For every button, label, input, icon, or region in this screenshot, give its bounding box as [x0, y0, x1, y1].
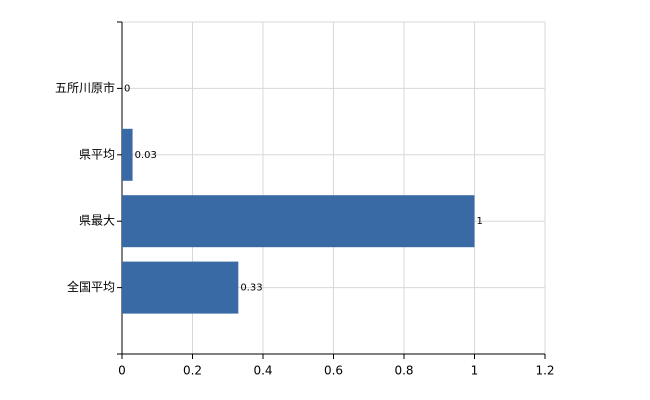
y-tick-label: 県平均 — [79, 147, 115, 161]
y-tick-label: 県最大 — [79, 214, 115, 228]
bar — [122, 261, 239, 314]
value-label: 1 — [477, 216, 483, 227]
x-tick-label: 0.8 — [394, 364, 413, 378]
y-tick-label: 五所川原市 — [55, 80, 115, 95]
value-label: 0.03 — [135, 150, 157, 161]
x-tick-label: 1 — [471, 364, 479, 378]
x-tick-label: 0 — [118, 364, 126, 378]
value-label: 0.33 — [240, 283, 262, 294]
x-tick-label: 0.6 — [324, 364, 343, 378]
y-tick-label: 全国平均 — [67, 279, 115, 294]
bar — [122, 195, 475, 248]
x-tick-label: 1.2 — [535, 364, 554, 378]
bar — [122, 128, 133, 181]
x-tick-label: 0.2 — [183, 364, 202, 378]
x-tick-label: 0.4 — [253, 364, 272, 378]
value-label: 0 — [124, 83, 130, 94]
